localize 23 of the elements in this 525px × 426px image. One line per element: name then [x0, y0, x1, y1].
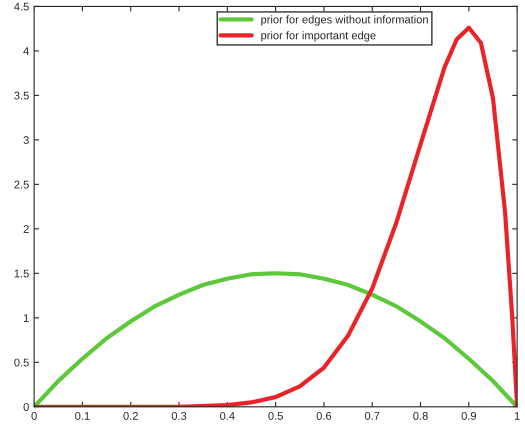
x-tick-label: 0.7 [364, 412, 380, 420]
y-tick-label: 0 [24, 403, 29, 411]
y-tick-label: 4.5 [14, 2, 29, 11]
x-tick-label: 0.3 [172, 412, 186, 420]
x-tick-label: 0.9 [462, 412, 476, 420]
y-tick-label: 1.5 [14, 270, 29, 278]
x-tick-label: 0.4 [220, 412, 235, 420]
y-tick-label: 0.5 [14, 358, 29, 366]
y-tick-label: 3 [24, 136, 29, 144]
x-tick-label: 0.2 [123, 412, 138, 420]
legend-label: prior for important edge [261, 31, 376, 42]
y-tick-label: 4 [23, 47, 29, 55]
x-tick-label: 0 [31, 412, 37, 420]
y-tick-label: 3.5 [14, 92, 29, 100]
x-tick-label: 0.5 [268, 412, 283, 420]
y-tick-label: 2.5 [14, 180, 29, 188]
x-tick-label: 0.8 [413, 412, 428, 420]
y-tick-label: 1 [24, 314, 29, 322]
x-tick-label: 0.6 [316, 412, 332, 420]
y-tick-label: 2 [24, 225, 29, 233]
x-tick-label: 0.1 [75, 412, 90, 420]
legend-label: prior for edges without information [261, 15, 428, 26]
x-tick-label: 1 [514, 412, 520, 420]
